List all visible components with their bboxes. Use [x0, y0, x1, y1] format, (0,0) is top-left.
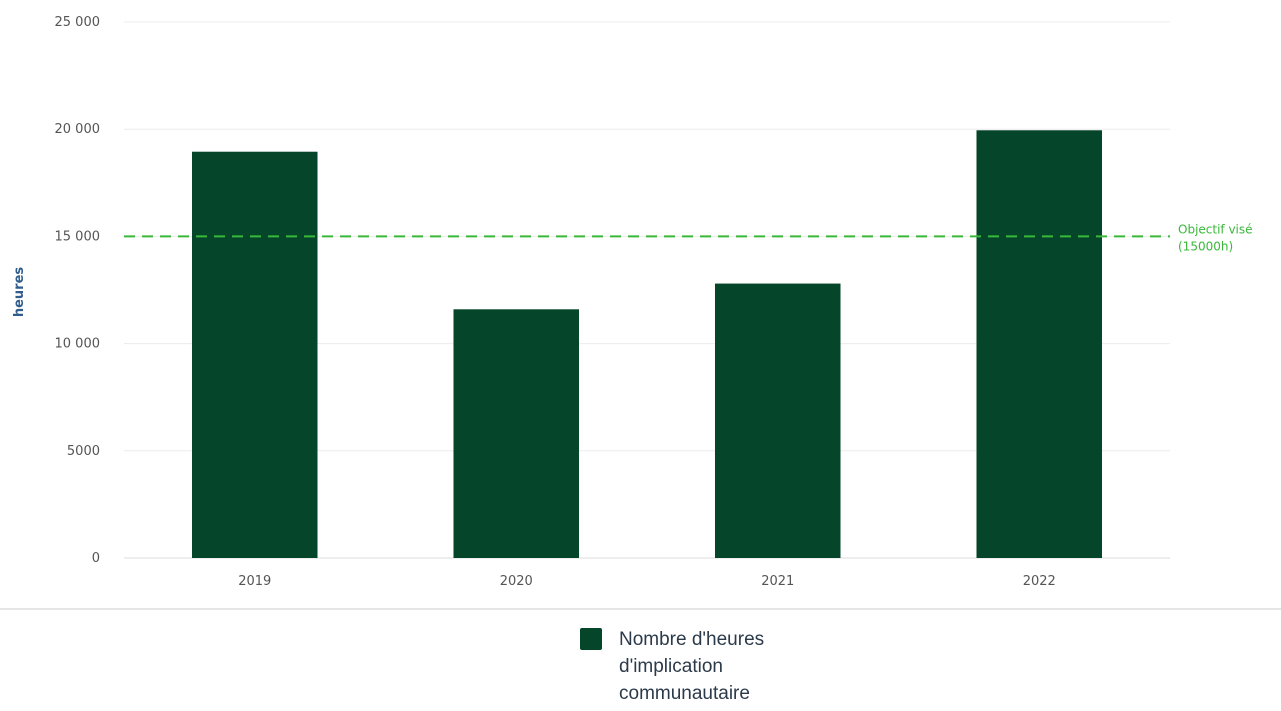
y-axis-title: heures: [12, 267, 27, 318]
x-tick-label: 2020: [500, 574, 533, 589]
y-tick-label: 0: [92, 551, 100, 566]
y-tick-label: 10 000: [55, 337, 101, 352]
legend-label: Nombre d'heures d'implication communauta…: [619, 626, 819, 707]
x-tick-label: 2022: [1023, 574, 1056, 589]
bar[interactable]: [976, 130, 1103, 558]
bar[interactable]: [714, 283, 841, 558]
legend-label-line-2: d'implication: [619, 656, 723, 677]
target-line-label: (15000h): [1178, 239, 1233, 253]
bar-chart: 0 5000 10 000 15 000 20 000 25 000 heures 2019 2…: [0, 15, 1281, 610]
target-line-label: Objectif visé: [1178, 222, 1253, 236]
x-tick-label: 2019: [238, 574, 271, 589]
legend-label-line-1: Nombre d'heures: [619, 629, 765, 650]
x-tick-label: 2021: [761, 574, 794, 589]
legend-label-line-3: communautaire: [619, 683, 750, 704]
legend[interactable]: Nombre d'heures d'implication communauta…: [580, 626, 819, 707]
y-tick-label: 15 000: [55, 229, 101, 244]
y-tick-label: 20 000: [55, 122, 101, 137]
legend-swatch: [580, 628, 602, 650]
bar[interactable]: [453, 309, 580, 558]
bar[interactable]: [191, 151, 318, 558]
y-tick-label: 5000: [67, 444, 100, 459]
y-tick-label: 25 000: [55, 15, 101, 30]
